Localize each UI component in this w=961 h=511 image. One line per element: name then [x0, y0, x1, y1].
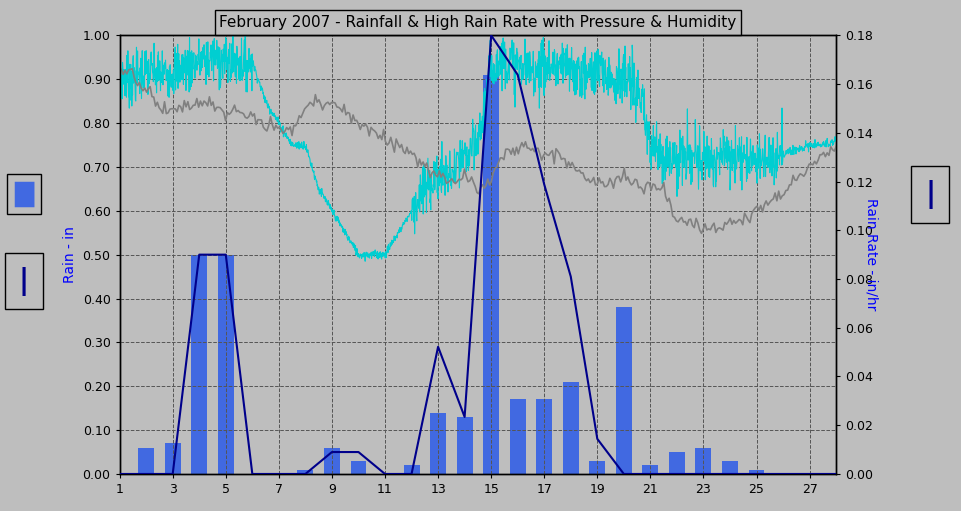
Bar [351, 461, 366, 474]
Bar [616, 307, 631, 474]
Bar [509, 400, 526, 474]
Bar [642, 465, 658, 474]
Bar [404, 465, 420, 474]
Bar [324, 448, 340, 474]
Bar [563, 382, 579, 474]
Bar [722, 461, 738, 474]
Bar [749, 470, 765, 474]
Bar [589, 461, 605, 474]
Title: February 2007 - Rainfall & High Rain Rate with Pressure & Humidity: February 2007 - Rainfall & High Rain Rat… [219, 15, 736, 30]
Text: |: | [925, 180, 935, 208]
Bar [164, 443, 181, 474]
Bar [696, 448, 711, 474]
Bar [431, 412, 446, 474]
Bar [138, 448, 154, 474]
Bar [483, 75, 499, 474]
Y-axis label: Rain - in: Rain - in [63, 226, 77, 283]
Bar [536, 400, 553, 474]
Bar [298, 470, 313, 474]
Bar [456, 417, 473, 474]
Y-axis label: Rain Rate - in/hr: Rain Rate - in/hr [865, 198, 878, 311]
Bar [218, 254, 234, 474]
Text: █: █ [14, 181, 34, 207]
Text: |: | [19, 267, 29, 295]
Bar [669, 452, 685, 474]
Bar [191, 254, 208, 474]
